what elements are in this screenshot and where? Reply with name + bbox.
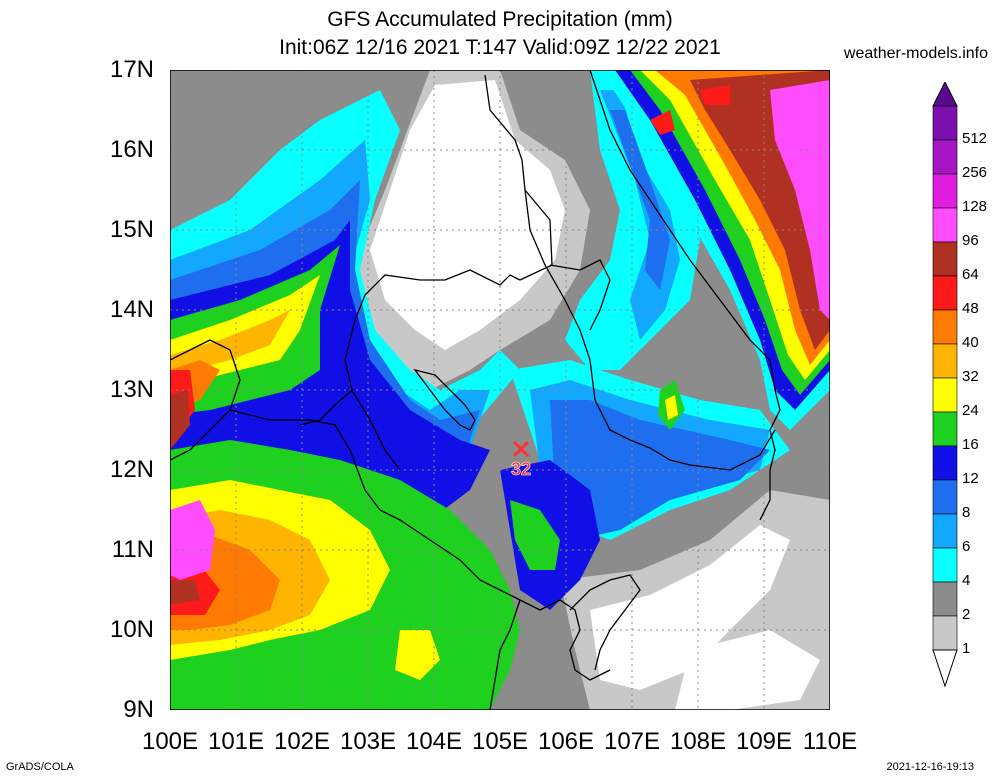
- colorbar-cell-16: [932, 411, 958, 447]
- map-title: GFS Accumulated Precipitation (mm): [327, 8, 673, 31]
- location-marker: 32: [511, 440, 531, 479]
- lon-label-102e: 102E: [273, 728, 331, 755]
- precip-field-east-48mm: [650, 85, 730, 135]
- colorbar-label-12: 12: [962, 470, 979, 487]
- precip-field-none: [370, 80, 820, 710]
- colorbar-label-48: 48: [962, 300, 979, 317]
- colorbar-cell-128: [932, 173, 958, 209]
- lon-label-101e: 101E: [207, 728, 265, 755]
- colorbar-cell-96: [932, 207, 958, 243]
- colorbar-cell-4: [932, 547, 958, 583]
- colorbar-cell-512: [932, 105, 958, 141]
- lon-label-108e: 108E: [669, 728, 727, 755]
- colorbar-cell-48: [932, 275, 958, 311]
- colorbar-label-4: 4: [962, 572, 971, 589]
- map-subtitle: Init:06Z 12/16 2021 T:147 Valid:09Z 12/2…: [279, 36, 721, 59]
- colorbar-label-2: 2: [962, 606, 971, 623]
- lon-label-110e: 110E: [802, 728, 858, 755]
- lat-label-9n: 9N: [123, 696, 154, 723]
- colorbar-label-256: 256: [962, 164, 988, 181]
- marker-value-label: 32: [511, 459, 531, 479]
- colorbar-label-96: 96: [962, 232, 979, 249]
- precip-field-64mm: [170, 390, 200, 605]
- lat-label-12n: 12N: [109, 456, 154, 483]
- lon-label-105e: 105E: [471, 728, 529, 755]
- colorbar-cell-40: [932, 309, 958, 345]
- lon-label-103e: 103E: [339, 728, 397, 755]
- grid-lines: [170, 70, 830, 710]
- colorbar-label-128: 128: [962, 198, 988, 215]
- colorbar-top-arrow: [932, 82, 958, 107]
- colorbar-label-1: 1: [962, 640, 971, 657]
- lat-label-14n: 14N: [109, 296, 154, 323]
- colorbar-cell-12: [932, 445, 958, 481]
- colorbar-label-24: 24: [962, 402, 979, 419]
- lon-label-104e: 104E: [405, 728, 463, 755]
- footer-credit: GrADS/COLA: [6, 761, 74, 773]
- colorbar-cell-1: [932, 615, 958, 651]
- colorbar-label-40: 40: [962, 334, 979, 351]
- colorbar-label-6: 6: [962, 538, 971, 555]
- footer-timestamp: 2021-12-16-19:13: [886, 761, 974, 773]
- lon-label-107e: 107E: [603, 728, 661, 755]
- colorbar-label-64: 64: [962, 266, 979, 283]
- precipitation-map: 32: [170, 70, 830, 710]
- lat-label-17n: 17N: [109, 56, 154, 83]
- lat-label-16n: 16N: [109, 136, 154, 163]
- colorbar-label-16: 16: [962, 436, 979, 453]
- lat-label-15n: 15N: [109, 216, 154, 243]
- site-label: weather-models.info: [843, 45, 988, 62]
- colorbar-cell-8: [932, 479, 958, 515]
- lon-label-106e: 106E: [537, 728, 595, 755]
- lat-label-10n: 10N: [109, 616, 154, 643]
- colorbar-cell-256: [932, 139, 958, 175]
- colorbar-label-8: 8: [962, 504, 971, 521]
- colorbar-cell-24: [932, 377, 958, 413]
- colorbar-cell-2: [932, 581, 958, 617]
- lat-label-13n: 13N: [109, 376, 154, 403]
- precip-field-east-96mm: [770, 80, 830, 320]
- lon-label-109e: 109E: [735, 728, 793, 755]
- colorbar-cell-6: [932, 513, 958, 549]
- lon-label-100e: 100E: [141, 728, 199, 755]
- colorbar-cell-32: [932, 343, 958, 379]
- colorbar-cell-64: [932, 241, 958, 277]
- colorbar-label-512: 512: [962, 130, 988, 147]
- lat-label-11n: 11N: [111, 536, 154, 563]
- precip-field-96mm-west: [170, 500, 215, 580]
- colorbar: [932, 82, 958, 688]
- colorbar-bottom-arrow: [932, 649, 958, 688]
- country-borders: [170, 70, 781, 710]
- colorbar-label-32: 32: [962, 368, 979, 385]
